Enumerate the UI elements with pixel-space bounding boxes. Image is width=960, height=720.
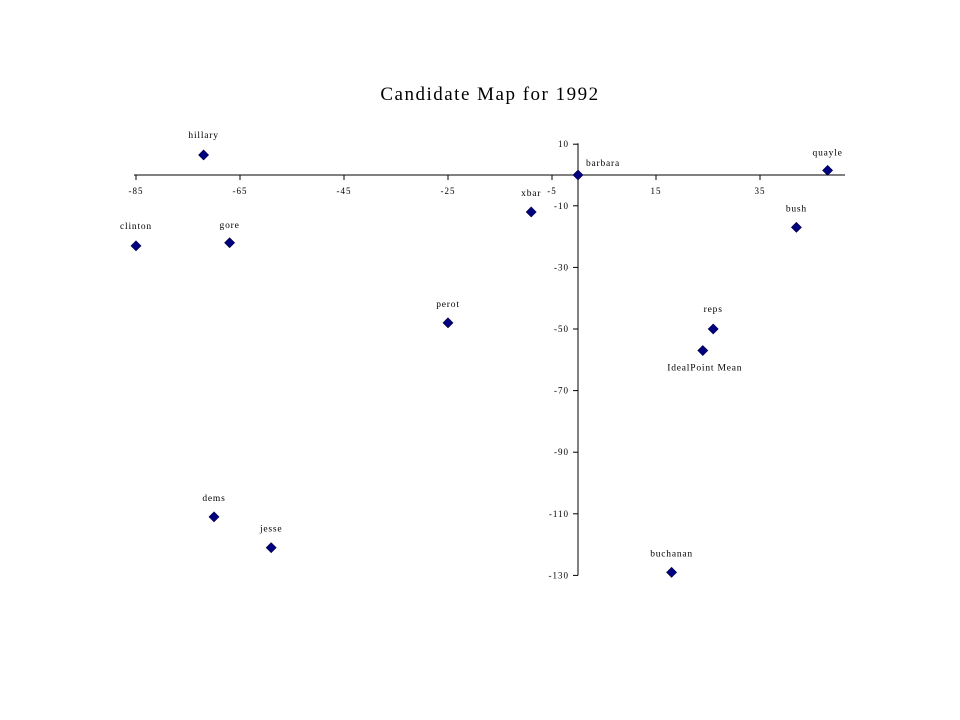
axis-ticks: -85 -65 -45 -25 -5 15 35 10 -10 -30 -50 -70 -90 -110 -… [129,139,766,580]
x-tick-label: -85 [129,186,144,196]
data-point-label: buchanan [650,549,693,559]
y-tick-label: -30 [554,262,569,272]
data-point-marker [822,164,834,176]
data-point-label: gore [220,221,240,231]
data-point-label: bush [786,204,807,214]
data-point-marker [697,345,709,356]
data-point-marker [666,566,678,578]
x-tick-label: -25 [441,186,456,196]
data-point-marker [442,317,454,329]
data-point-marker [265,542,277,554]
data-point-label: reps [704,305,723,315]
data-point-marker [224,237,236,249]
data-points: hillary clinton gore xbar barbara quayle bush p… [120,131,843,578]
y-tick-label: -10 [554,201,569,211]
data-point-marker [198,149,210,161]
y-tick-label: -130 [549,570,570,580]
data-point-label: quayle [813,148,843,158]
data-point-marker [130,240,142,252]
data-point-marker [707,323,719,335]
chart-title: Candidate Map for 1992 [380,84,600,105]
y-tick-label: -50 [554,324,569,334]
y-tick-label: -70 [554,386,569,396]
data-point-label: barbara [586,159,620,169]
y-tick-label: -90 [554,447,569,457]
data-point-label: hillary [188,131,218,141]
y-tick-label: 10 [558,139,569,149]
x-tick-label: 35 [755,186,766,196]
data-point-label: dems [202,494,225,504]
x-tick-label: -5 [547,186,557,196]
x-tick-label: -45 [337,186,352,196]
data-point-marker [790,221,802,233]
y-tick-label: -110 [549,509,569,519]
data-point-label: jesse [259,525,282,535]
data-point-marker [572,169,584,181]
x-tick-label: -65 [233,186,248,196]
data-point-marker [525,206,537,218]
x-tick-label: 15 [651,186,662,196]
data-point-label: xbar [521,189,541,199]
data-point-label: perot [436,300,460,310]
data-point-label: clinton [120,222,152,232]
data-point-label: IdealPoint Mean [667,364,742,374]
data-point-marker [208,511,220,523]
axes [134,143,845,576]
